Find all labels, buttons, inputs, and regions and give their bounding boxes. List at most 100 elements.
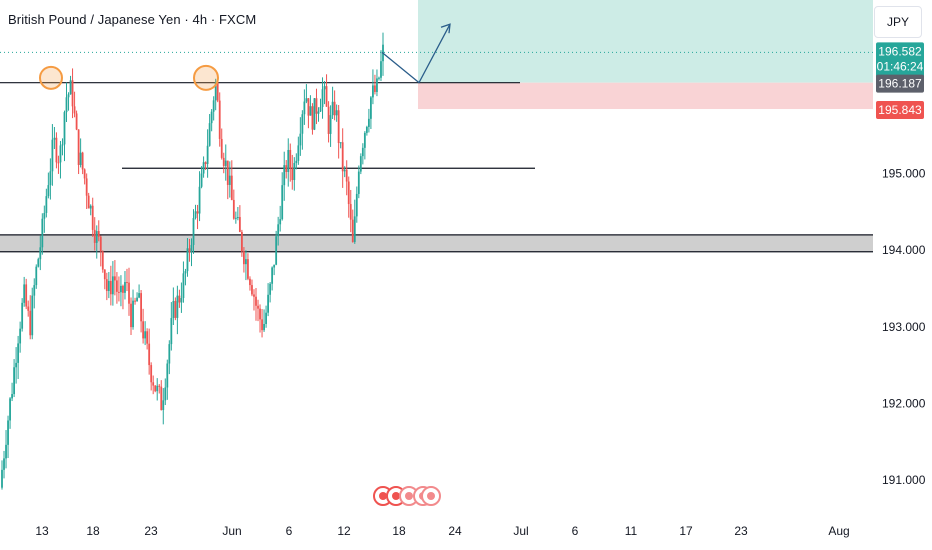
candle-body bbox=[91, 205, 94, 230]
candle-body bbox=[234, 217, 237, 219]
candle-body bbox=[27, 306, 30, 311]
candle-body bbox=[222, 157, 225, 166]
candle-body bbox=[11, 394, 13, 399]
candle-body bbox=[281, 185, 284, 220]
currency-button[interactable]: JPY bbox=[874, 6, 922, 38]
candle-body bbox=[144, 331, 147, 339]
candle-body bbox=[261, 319, 263, 331]
candle-body bbox=[146, 331, 149, 344]
candle-body bbox=[51, 139, 54, 172]
candle-body bbox=[134, 300, 136, 302]
candle-body bbox=[122, 285, 124, 293]
candle-body bbox=[240, 231, 243, 252]
candle-body bbox=[174, 300, 177, 318]
candle-body bbox=[23, 284, 26, 303]
candle-body bbox=[67, 94, 70, 98]
candle-body bbox=[259, 308, 261, 320]
candle-body bbox=[230, 175, 233, 200]
candle-body bbox=[339, 142, 342, 144]
candle-body bbox=[75, 113, 78, 130]
candle-body bbox=[182, 273, 185, 299]
candle-body bbox=[83, 169, 86, 179]
candle-body bbox=[43, 212, 46, 219]
projection-arrow[interactable] bbox=[381, 23, 451, 84]
event-flag-dot bbox=[392, 492, 400, 500]
candle-body bbox=[247, 259, 249, 279]
candle-body bbox=[33, 285, 36, 296]
candle-body bbox=[172, 300, 175, 319]
candle-body bbox=[154, 385, 157, 392]
entry-price-tag-text: 196.187 bbox=[878, 77, 922, 91]
time-tick-label: 18 bbox=[392, 524, 406, 538]
candle-body bbox=[351, 219, 354, 242]
candle-body bbox=[372, 85, 374, 98]
candle-body bbox=[349, 204, 352, 220]
event-flag-dot bbox=[427, 492, 435, 500]
candle-body bbox=[323, 86, 326, 90]
candle-body bbox=[249, 278, 251, 286]
candle-body bbox=[105, 279, 108, 292]
candle-body bbox=[273, 264, 276, 268]
candle-body bbox=[271, 267, 274, 284]
stop-loss-zone[interactable] bbox=[418, 82, 873, 110]
price-tick-label: 195.000 bbox=[882, 167, 926, 181]
candle-body bbox=[186, 248, 189, 272]
candle-body bbox=[97, 231, 100, 237]
swing-high-marker-2[interactable] bbox=[193, 64, 219, 91]
candle-body bbox=[65, 97, 68, 113]
candle-body bbox=[85, 178, 88, 196]
price-tick-label: 191.000 bbox=[882, 473, 926, 487]
take-profit-zone[interactable] bbox=[418, 0, 873, 83]
support-zone[interactable] bbox=[0, 234, 873, 252]
candle-body bbox=[243, 251, 245, 265]
candle-body bbox=[277, 224, 280, 237]
time-tick-label: Jun bbox=[222, 524, 241, 538]
candle-body bbox=[93, 229, 96, 243]
candle-body bbox=[363, 132, 366, 148]
candle-body bbox=[359, 156, 362, 172]
current-price-tag-text: 01:46:24 bbox=[877, 59, 924, 73]
price-axis[interactable]: 191.000 192.000 193.000 194.000 195.000 bbox=[882, 167, 926, 487]
candle-body bbox=[69, 80, 72, 95]
candle-body bbox=[21, 302, 24, 329]
candlestick-series bbox=[1, 32, 384, 490]
time-axis[interactable]: 13 18 23 Jun 6 12 18 24 Jul 6 11 17 23 Aug bbox=[35, 524, 849, 538]
candle-body bbox=[305, 98, 308, 102]
event-flag-dot bbox=[379, 492, 387, 500]
candle-body bbox=[289, 149, 292, 169]
candle-body bbox=[118, 291, 120, 293]
candle-body bbox=[180, 298, 183, 303]
time-tick-label: 6 bbox=[286, 524, 293, 538]
swing-high-marker-1[interactable] bbox=[39, 65, 63, 90]
candle-body bbox=[158, 385, 161, 387]
candle-body bbox=[365, 126, 368, 133]
candle-body bbox=[168, 344, 171, 364]
event-icons[interactable] bbox=[373, 486, 441, 506]
candle-body bbox=[138, 293, 140, 298]
candle-body bbox=[196, 211, 199, 214]
candle-body bbox=[126, 282, 128, 284]
candle-body bbox=[87, 195, 90, 209]
candle-body bbox=[216, 82, 219, 101]
candle-body bbox=[59, 145, 62, 163]
candle-body bbox=[164, 387, 167, 401]
candle-body bbox=[251, 285, 253, 295]
candle-body bbox=[113, 276, 116, 281]
candle-body bbox=[331, 101, 334, 116]
candle-body bbox=[71, 80, 74, 107]
candle-body bbox=[287, 149, 290, 173]
candle-body bbox=[160, 386, 163, 411]
candle-body bbox=[345, 169, 348, 182]
candle-body bbox=[15, 362, 18, 368]
time-tick-label: 23 bbox=[144, 524, 158, 538]
candle-body bbox=[214, 82, 217, 101]
candle-body bbox=[376, 78, 378, 92]
candle-body bbox=[178, 295, 181, 303]
candle-body bbox=[257, 305, 259, 309]
candle-body bbox=[357, 171, 360, 194]
candle-body bbox=[109, 280, 112, 295]
candle-body bbox=[283, 165, 286, 186]
candle-body bbox=[184, 271, 187, 274]
candle-body bbox=[353, 216, 356, 242]
